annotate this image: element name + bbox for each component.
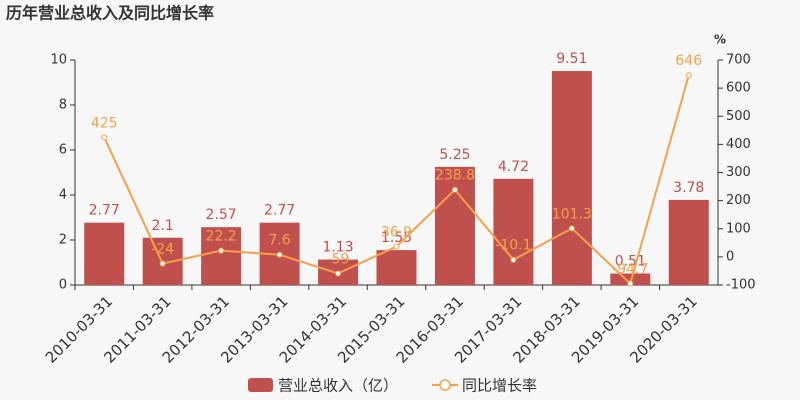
y-tick-label: 10	[50, 53, 67, 68]
legend-label[interactable]: 同比增长率	[462, 377, 537, 395]
y2-tick-label: 400	[726, 137, 751, 152]
y2-tick-label: 200	[726, 193, 751, 208]
line-point	[218, 247, 225, 254]
y2-tick-label: 600	[726, 81, 751, 96]
y-tick-label: 6	[59, 143, 67, 158]
y-tick-label: 2	[59, 233, 67, 248]
line-point	[451, 186, 458, 193]
line-value-label: 101.3	[552, 206, 592, 222]
y-tick-label: 0	[59, 278, 67, 293]
bar	[434, 166, 475, 285]
bar	[610, 273, 651, 285]
y2-tick-label: 0	[726, 249, 734, 264]
line-value-label: 7.6	[268, 233, 290, 249]
legend-label[interactable]: 营业总收入（亿）	[278, 377, 398, 395]
y2-tick-label: -100	[726, 278, 756, 293]
bar-value-label: 3.78	[673, 180, 704, 196]
line-point	[510, 256, 517, 263]
line-value-label: -59	[327, 251, 350, 267]
y2-tick-label: 300	[726, 165, 751, 180]
bar	[201, 227, 242, 285]
bar-value-label: 1.55	[381, 230, 412, 246]
line-point	[393, 243, 400, 250]
line-point	[335, 270, 342, 277]
line-value-label: -24	[151, 242, 174, 258]
bar	[376, 250, 417, 285]
bar	[493, 178, 534, 285]
line-value-label: 22.2	[206, 229, 237, 245]
y2-tick-label: 700	[726, 53, 751, 68]
bar-value-label: 5.25	[439, 147, 470, 163]
line-value-label: -10.1	[495, 238, 531, 254]
line-point	[101, 134, 108, 141]
line-point	[159, 260, 166, 267]
y2-tick-label: 500	[726, 109, 751, 124]
bar-value-label: 1.13	[322, 240, 353, 256]
y2-tick-label: 100	[726, 221, 751, 236]
line-value-label: 425	[91, 115, 118, 131]
line-point	[568, 225, 575, 232]
line-point	[276, 251, 283, 258]
bar-value-label: 2.1	[152, 218, 174, 234]
bar	[668, 199, 709, 285]
line-value-label: 36.9	[381, 224, 412, 240]
bar	[551, 71, 592, 286]
line-point	[627, 280, 634, 287]
line-value-label: 238.8	[435, 168, 475, 184]
bar-value-label: 2.77	[264, 203, 295, 219]
legend-swatch[interactable]	[248, 378, 273, 392]
line-value-label: -94.7	[612, 262, 648, 278]
bar-value-label: 4.72	[498, 159, 529, 175]
legend-marker[interactable]	[439, 379, 451, 391]
bar-value-label: 9.51	[556, 51, 587, 67]
y2-axis-label: %	[714, 33, 726, 47]
line-point	[685, 72, 692, 79]
bar-value-label: 2.57	[206, 207, 237, 223]
chart-title: 历年营业总收入及同比增长率	[6, 4, 214, 23]
y-tick-label: 8	[59, 98, 67, 113]
y-tick-label: 4	[59, 188, 67, 203]
bar-value-label: 2.77	[89, 203, 120, 219]
line-value-label: 646	[675, 53, 702, 69]
bar	[84, 222, 125, 285]
